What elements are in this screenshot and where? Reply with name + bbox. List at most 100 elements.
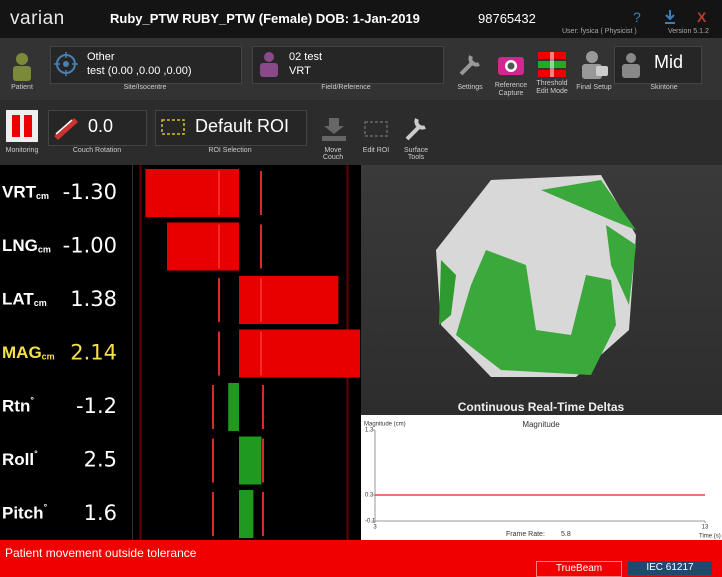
frame-rate-label: Frame Rate: xyxy=(506,531,545,538)
tolerance-marker xyxy=(212,438,214,483)
reference-capture-label: Capture xyxy=(498,90,524,97)
monitoring-button[interactable] xyxy=(6,110,38,142)
roi-box[interactable] xyxy=(155,110,307,146)
reference-capture-label: Reference xyxy=(494,82,528,89)
tolerance-marker xyxy=(218,171,220,215)
x-tick-label: 13 xyxy=(702,525,709,531)
delta-unit: cm xyxy=(42,352,55,362)
delta-value: 2.14 xyxy=(70,341,117,365)
field-value: 02 test xyxy=(289,51,323,63)
delta-bar xyxy=(145,169,239,217)
couch-rotation-label: Couch Rotation xyxy=(72,147,122,154)
tolerance-marker xyxy=(260,278,262,322)
field-label: Field/Reference xyxy=(321,84,371,91)
threshold-edit-label: Threshold xyxy=(536,80,568,87)
move-couch-label: Couch xyxy=(322,154,344,161)
delta-unit: ° xyxy=(44,502,48,512)
reference-capture-icon[interactable] xyxy=(497,52,525,76)
delta-name: Rtn° xyxy=(2,395,34,415)
tolerance-marker xyxy=(262,438,264,483)
patient-title: Ruby_PTW RUBY_PTW (Female) DOB: 1-Jan-20… xyxy=(110,11,420,26)
coordinate-system: IEC 61217 xyxy=(628,561,712,575)
threshold-edit-label: Edit Mode xyxy=(536,88,568,95)
delta-value: -1.2 xyxy=(76,394,117,418)
delta-value: 1.38 xyxy=(70,287,117,311)
graph-title: Continuous Real-Time Deltas xyxy=(457,400,625,414)
settings-label: Settings xyxy=(457,84,483,91)
final-setup-icon[interactable] xyxy=(580,50,608,80)
roi-value: Default ROI xyxy=(195,116,290,136)
roi-label: ROI Selection xyxy=(208,147,252,154)
delta-value: -1.00 xyxy=(63,234,117,258)
y-axis-label: Magnitude (cm) xyxy=(364,422,406,428)
couch-rotation-value: 0.0 xyxy=(88,116,114,136)
delta-bar xyxy=(228,383,239,431)
y-tick-label: -0.1 xyxy=(365,519,376,525)
delta-unit: ° xyxy=(34,449,38,459)
x-axis-label: Time (s) xyxy=(699,534,721,540)
threshold-edit-icon[interactable] xyxy=(538,52,566,78)
roi-icon xyxy=(161,119,185,135)
delta-unit: ° xyxy=(30,395,34,405)
tolerance-marker xyxy=(218,278,220,322)
move-couch-icon[interactable] xyxy=(321,116,347,142)
magnitude-graph: Magnitude (cm) Magnitude 1.3 0.3 -0.13 13 Time… xyxy=(361,415,722,540)
skintone-value: Mid xyxy=(654,52,684,72)
patient-label: Patient xyxy=(11,84,33,91)
tolerance-marker xyxy=(262,492,264,536)
final-setup-label: Final Setup xyxy=(576,84,612,91)
series-name: Magnitude xyxy=(522,420,560,429)
site-box[interactable] xyxy=(50,46,242,84)
close-button[interactable]: X xyxy=(697,9,707,25)
y-tick-label: 0.3 xyxy=(365,493,374,499)
isocentre-icon xyxy=(54,52,78,76)
surface-tools-label: Surface xyxy=(403,147,429,154)
delta-name: Pitch° xyxy=(2,502,48,522)
monitoring-label: Monitoring xyxy=(5,147,39,154)
version: Version 5.1.2 xyxy=(668,28,709,35)
tolerance-marker xyxy=(212,385,214,429)
delta-bar xyxy=(239,436,262,485)
download-button[interactable] xyxy=(664,10,676,24)
surface-tools-icon[interactable] xyxy=(403,115,429,143)
help-button[interactable]: ? xyxy=(633,9,641,25)
delta-unit: cm xyxy=(34,298,47,308)
delta-bar xyxy=(239,490,254,538)
frame-rate-value: 5.8 xyxy=(561,531,571,538)
delta-value: 1.6 xyxy=(84,501,117,525)
delta-name: MAGcm xyxy=(2,343,55,362)
tolerance-marker xyxy=(262,385,264,429)
delta-name: Roll° xyxy=(2,449,38,469)
tolerance-marker xyxy=(260,331,262,376)
skintone-icon xyxy=(622,53,640,78)
delta-bar xyxy=(167,222,239,271)
move-couch-label: Move xyxy=(324,147,342,154)
graph-header xyxy=(361,398,722,415)
y-tick-label: 1.3 xyxy=(365,428,374,434)
patient-icon[interactable] xyxy=(10,52,34,82)
skintone-label: Skintone xyxy=(650,84,678,91)
tolerance-marker xyxy=(218,224,220,269)
couch-rotation-icon xyxy=(54,118,78,140)
status-message: Patient movement outside tolerance xyxy=(5,546,197,560)
tolerance-marker xyxy=(260,224,262,269)
field-icon xyxy=(260,52,278,77)
surface-3d-view xyxy=(361,165,722,398)
delta-value: 2.5 xyxy=(84,448,117,472)
tolerance-marker xyxy=(260,171,262,215)
patient-id: 98765432 xyxy=(478,11,536,26)
surface-tools-label: Tools xyxy=(407,154,425,161)
status-bar xyxy=(0,540,722,577)
edit-roi-icon[interactable] xyxy=(364,121,388,137)
title-bar xyxy=(0,0,722,38)
site-value: Other xyxy=(87,51,115,63)
logo: varian xyxy=(10,8,65,29)
machine-label: TrueBeam xyxy=(536,561,622,577)
delta-unit: cm xyxy=(38,245,51,255)
field-box[interactable] xyxy=(252,46,444,84)
site-detail: test (0.00 ,0.00 ,0.00) xyxy=(87,65,192,77)
site-label: Site/Isocentre xyxy=(123,84,167,91)
settings-icon[interactable] xyxy=(457,52,483,78)
